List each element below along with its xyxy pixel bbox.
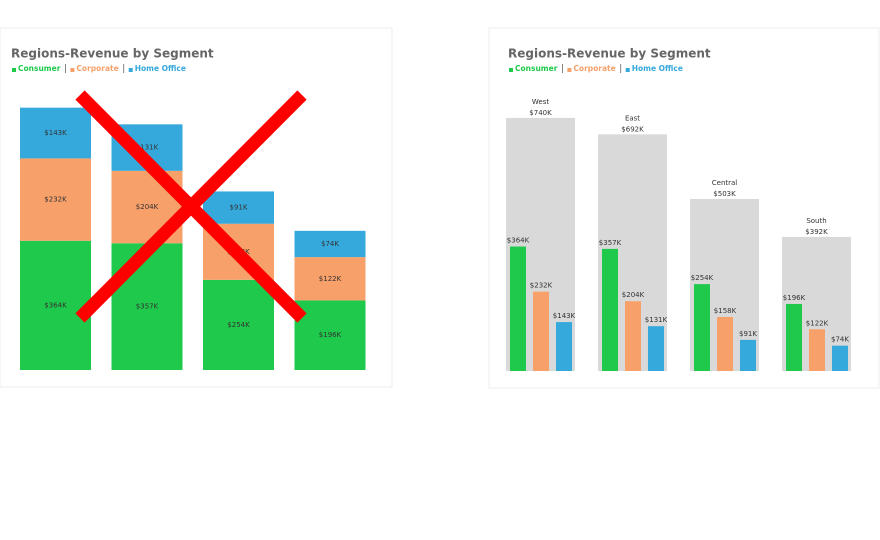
value-label: $232K — [530, 282, 553, 290]
bar — [740, 339, 756, 371]
value-label: $131K — [136, 144, 159, 152]
bar — [717, 316, 733, 371]
value-label: $357K — [136, 303, 159, 311]
value-label: $74K — [321, 240, 339, 248]
value-label: $232K — [44, 196, 67, 204]
bar-segment — [294, 257, 366, 301]
legend-label: Corporate — [573, 64, 615, 73]
bar-segment — [203, 279, 274, 370]
chart-title: Regions-Revenue by Segment — [508, 47, 711, 61]
value-label: $91K — [739, 330, 757, 338]
bar — [533, 291, 549, 371]
total-label: $692K — [621, 125, 644, 133]
category-label: West — [532, 98, 549, 106]
legend-swatch — [128, 68, 133, 72]
value-label: $131K — [645, 316, 668, 324]
legend-label: Home Office — [135, 64, 186, 73]
value-label: $91K — [230, 204, 248, 212]
legend-label: Home Office — [632, 64, 683, 73]
legend-swatch — [567, 68, 572, 72]
value-label: $196K — [319, 331, 342, 339]
value-label: $74K — [831, 336, 849, 344]
value-label: $158K — [714, 307, 737, 315]
value-label: $364K — [507, 237, 530, 245]
category-label: South — [806, 217, 826, 225]
legend-swatch — [70, 68, 75, 72]
category-label: Central — [712, 179, 738, 187]
chart-title: Regions-Revenue by Segment — [11, 47, 214, 61]
bar-segment — [20, 240, 91, 370]
value-label: $196K — [783, 294, 806, 302]
bar — [694, 284, 710, 371]
total-label: $503K — [713, 190, 736, 198]
bar — [786, 303, 802, 371]
category-label: East — [625, 114, 640, 122]
value-label: $254K — [691, 274, 714, 282]
bar-segment — [294, 230, 366, 258]
total-label: $392K — [805, 228, 828, 236]
bar-segment — [294, 300, 366, 370]
bar-segment — [203, 191, 274, 224]
value-label: $143K — [44, 129, 67, 137]
bar — [625, 301, 641, 371]
bar — [556, 322, 572, 371]
value-label: $143K — [553, 312, 576, 320]
bar — [809, 329, 825, 371]
legend-swatch — [509, 68, 513, 72]
bar — [510, 246, 526, 371]
bar-segment — [111, 243, 183, 370]
bar — [832, 345, 848, 371]
legend-swatch — [12, 68, 16, 72]
value-label: $204K — [136, 203, 159, 211]
value-label: $254K — [227, 321, 250, 329]
bar-segment — [20, 107, 91, 159]
cross-line — [75, 90, 307, 323]
legend-label: Consumer — [515, 64, 558, 73]
bar — [602, 248, 618, 371]
legend-label: Consumer — [18, 64, 61, 73]
legend-swatch — [625, 68, 630, 72]
value-label: $122K — [806, 319, 829, 327]
value-label: $364K — [44, 301, 67, 309]
legend-label: Corporate — [76, 64, 118, 73]
bar-segment — [20, 158, 91, 241]
value-label: $357K — [599, 239, 622, 247]
total-label: $740K — [529, 109, 552, 117]
value-label: $204K — [622, 291, 645, 299]
cross-out — [75, 90, 307, 323]
value-label: $122K — [319, 275, 342, 283]
bar — [648, 326, 664, 371]
